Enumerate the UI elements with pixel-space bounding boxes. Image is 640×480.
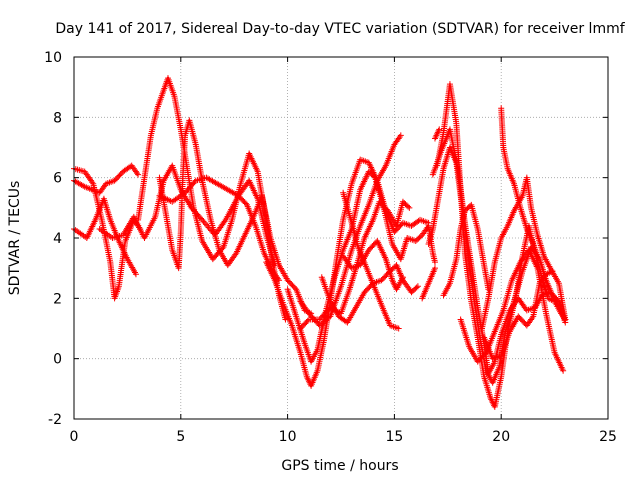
series-arc-7 [156,174,283,284]
data-point [405,203,412,210]
series-arc-2 [71,165,144,302]
data-point [370,173,377,180]
series-arc-22 [498,105,541,260]
data-point [413,284,420,291]
y-tick-label: 10 [44,50,62,66]
data-point [242,200,249,207]
y-tick-label: 6 [53,171,62,187]
series-arc-3 [71,162,142,196]
series-arc-12 [318,262,421,326]
x-tick-label: 10 [279,429,297,445]
data-point [135,171,142,178]
data-point [562,316,569,323]
series-arc-21 [478,174,569,332]
data-point [406,204,413,211]
x-tick-label: 5 [176,429,185,445]
y-tick-label: 8 [53,110,62,126]
series-arc-20 [481,268,556,362]
data-point [534,253,541,260]
x-tick-label: 25 [599,429,617,445]
y-axis-label: SDTVAR / TECUs [7,181,23,296]
series-arc-1 [71,195,139,278]
data-point [485,286,492,293]
x-tick-label: 15 [385,429,403,445]
series-arc-19 [457,247,567,374]
data-points [71,75,569,410]
chart-title: Day 141 of 2017, Sidereal Day-to-day VTE… [55,21,625,37]
y-tick-label: 0 [53,352,62,368]
series-arc-11 [297,198,413,332]
data-point [414,283,421,290]
series-arc-14 [340,189,402,332]
y-tick-label: 4 [53,231,62,247]
data-point [399,274,406,281]
y-tick-label: 2 [53,291,62,307]
series-arc-15 [431,126,443,142]
x-tick-label: 20 [492,429,510,445]
data-point [431,265,438,272]
data-point [395,325,402,332]
data-point [431,259,438,266]
axis-ticks: 0 5 10 15 20 25 -2 0 2 4 6 8 10 [44,50,617,445]
series-arc-24 [419,265,438,302]
data-point [397,132,404,139]
data-point [304,317,311,324]
data-point [436,126,443,133]
series-arc-23 [440,201,492,299]
data-point [282,316,289,323]
data-point [560,367,567,374]
data-point [482,350,489,357]
x-axis-label: GPS time / hours [281,458,398,474]
y-tick-label: -2 [48,412,62,428]
series-arc-6 [156,117,315,317]
data-point [132,271,139,278]
series-arc-9 [284,168,438,365]
x-tick-label: 0 [70,429,79,445]
data-point [291,284,298,291]
series-arc-13 [340,238,406,293]
